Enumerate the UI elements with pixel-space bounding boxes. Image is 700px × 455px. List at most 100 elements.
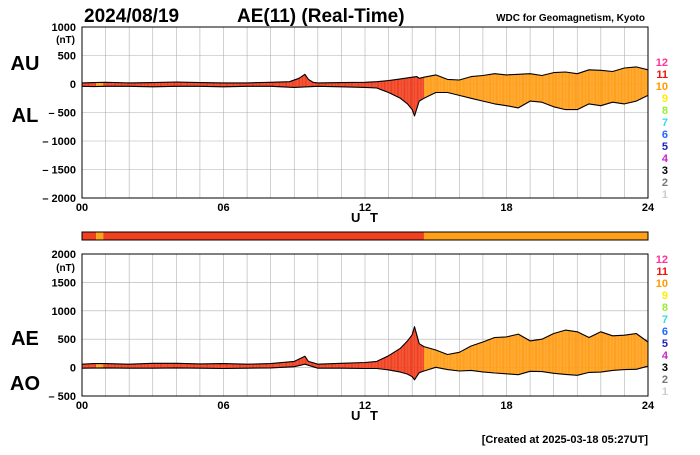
band-fill [181,363,183,368]
band-fill [612,335,614,371]
band-fill [184,363,186,368]
band-fill [464,349,466,371]
band-fill [255,363,257,369]
band-fill [489,338,492,373]
band-fill [321,364,323,369]
band-fill [283,362,285,368]
band-fill [617,69,619,104]
band-fill [526,338,528,373]
band-fill [165,363,167,369]
band-fill [386,80,388,93]
band-fill [422,345,424,372]
band-fill [599,70,601,106]
band-fill [288,81,290,88]
band-fill [143,82,145,87]
band-fill [406,340,408,375]
band-fill [93,363,95,369]
band-fill [151,363,153,369]
band-fill [531,340,533,372]
band-fill [523,336,525,374]
band-fill [486,74,488,103]
band-fill [586,70,588,106]
band-fill [453,79,455,95]
band-fill [243,82,245,87]
band-fill [527,339,529,372]
band-fill [399,348,401,373]
band-fill [357,82,360,88]
band-fill [537,339,539,372]
band-fill [537,74,539,102]
band-fill [110,82,112,87]
band-fill [163,363,165,369]
band-fill [515,334,518,375]
y-tick-label: 1500 [52,277,76,289]
band-fill [592,69,594,105]
band-fill [298,358,301,366]
band-fill [531,73,533,102]
band-fill [444,353,446,370]
band-fill [192,82,195,87]
band-fill [90,363,92,369]
band-fill [429,348,432,370]
band-fill [164,82,166,87]
band-fill [479,342,481,372]
band-fill [485,340,487,373]
band-fill [387,80,389,93]
band-fill [635,333,637,370]
band-fill [136,82,138,87]
band-fill [543,338,545,372]
band-fill [383,80,386,92]
band-fill [277,362,279,368]
band-fill [640,68,643,99]
y-tick-label: 0 [70,363,76,375]
band-fill [499,337,501,374]
band-fill [256,82,258,87]
band-fill [552,333,554,374]
band-fill [133,82,136,87]
band-fill [361,82,363,88]
band-fill [563,72,565,110]
band-fill [475,76,478,100]
band-fill [557,72,559,108]
x-tick-label: 00 [76,202,88,214]
band-fill [297,78,299,88]
band-fill [425,76,427,98]
band-fill [596,333,598,373]
band-fill [550,73,552,106]
band-fill [87,363,90,369]
band-fill [370,361,373,369]
band-fill [528,73,531,102]
band-fill [258,363,261,369]
band-fill [570,72,572,110]
band-fill [276,82,278,87]
band-fill [638,335,640,369]
band-fill [389,354,391,371]
band-fill [245,82,248,87]
band-fill [169,82,171,87]
band-fill [339,82,341,87]
band-fill [310,80,312,87]
band-fill [293,361,295,367]
band-fill [574,73,577,110]
band-fill [90,82,92,87]
band-fill [581,71,584,108]
band-fill [584,70,586,107]
activity-segment [96,232,104,240]
band-fill [427,347,429,370]
band-fill [264,82,266,87]
y-tick-label: 1000 [52,306,76,318]
band-fill [629,334,631,370]
band-fill [348,363,350,369]
band-fill [468,76,470,98]
band-fill [287,81,289,88]
x-tick-label: 18 [500,202,512,214]
band-fill [602,332,604,372]
band-fill [149,82,151,87]
band-fill [610,334,612,371]
band-fill [594,334,597,373]
band-fill [192,363,195,369]
band-fill [492,73,494,104]
band-fill [240,364,242,369]
band-fill [449,79,452,94]
